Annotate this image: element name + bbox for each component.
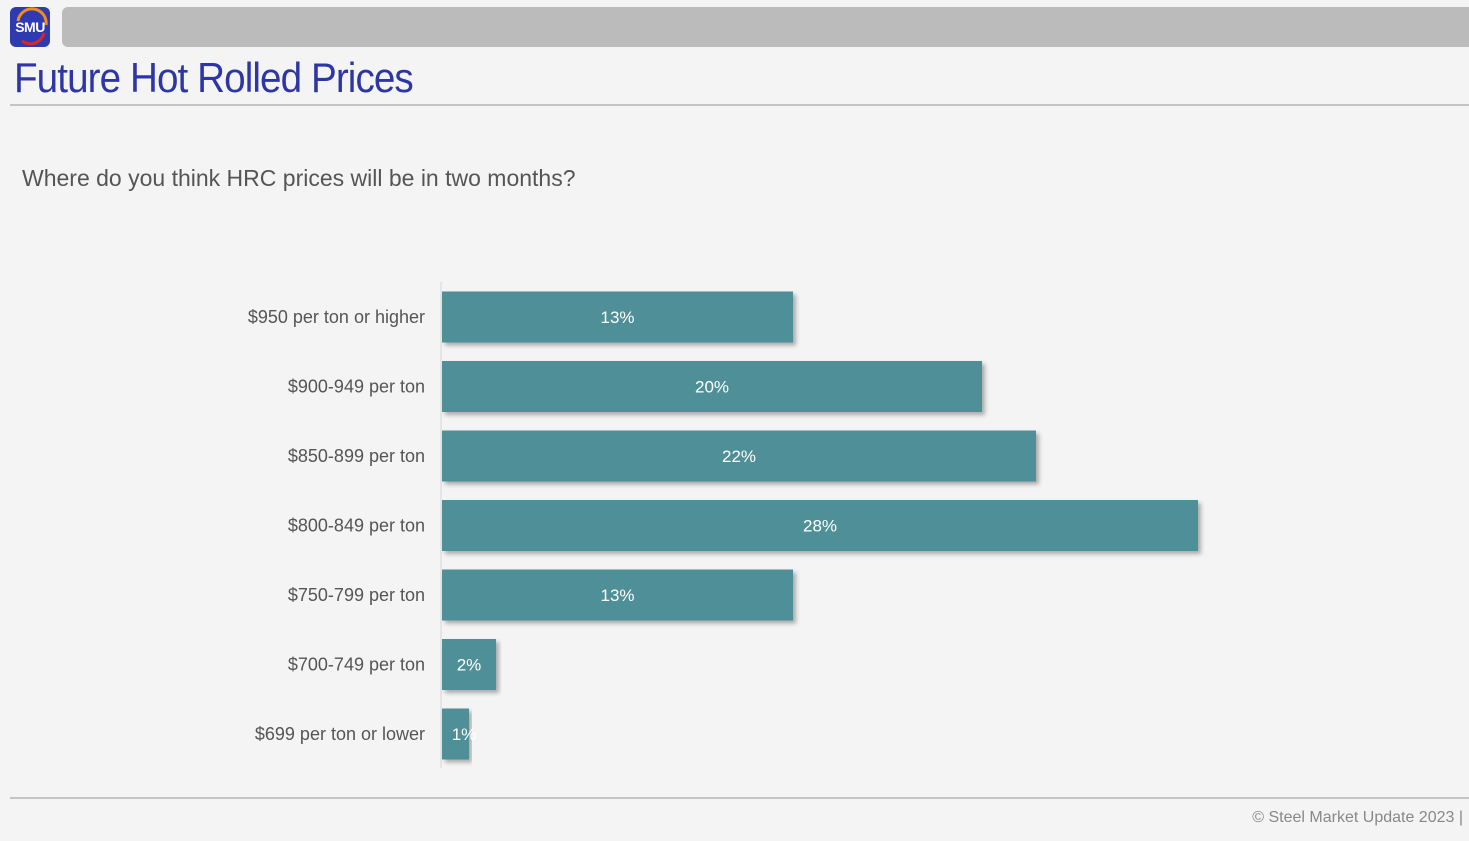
data-label: 28% xyxy=(803,517,837,536)
data-label: 22% xyxy=(722,447,756,466)
bar xyxy=(442,500,1198,551)
logo-text: SMU xyxy=(15,19,45,35)
bar xyxy=(442,569,793,621)
smu-logo: SMU xyxy=(10,7,50,47)
title-divider xyxy=(10,104,1469,106)
data-label: 2% xyxy=(457,656,482,675)
page-title: Future Hot Rolled Prices xyxy=(14,54,414,101)
category-label: $900-949 per ton xyxy=(288,377,425,397)
bar xyxy=(442,361,982,412)
copyright: © Steel Market Update 2023 | xyxy=(1252,809,1463,826)
data-label: 1% xyxy=(452,725,477,744)
category-label: $800-849 per ton xyxy=(288,516,425,536)
data-label: 20% xyxy=(695,378,729,397)
category-label: $699 per ton or lower xyxy=(255,724,425,744)
bar xyxy=(442,430,1036,482)
data-label: 13% xyxy=(600,308,634,327)
chart-title: Where do you think HRC prices will be in… xyxy=(22,165,576,191)
top-bar xyxy=(62,7,1469,47)
category-label: $850-899 per ton xyxy=(288,446,425,466)
category-label: $750-799 per ton xyxy=(288,585,425,605)
footer-divider xyxy=(10,797,1469,799)
bar xyxy=(442,708,469,760)
category-label: $950 per ton or higher xyxy=(248,307,425,327)
data-label: 13% xyxy=(600,586,634,605)
bar xyxy=(442,639,496,690)
category-label: $700-749 per ton xyxy=(288,655,425,675)
bar xyxy=(442,291,793,343)
